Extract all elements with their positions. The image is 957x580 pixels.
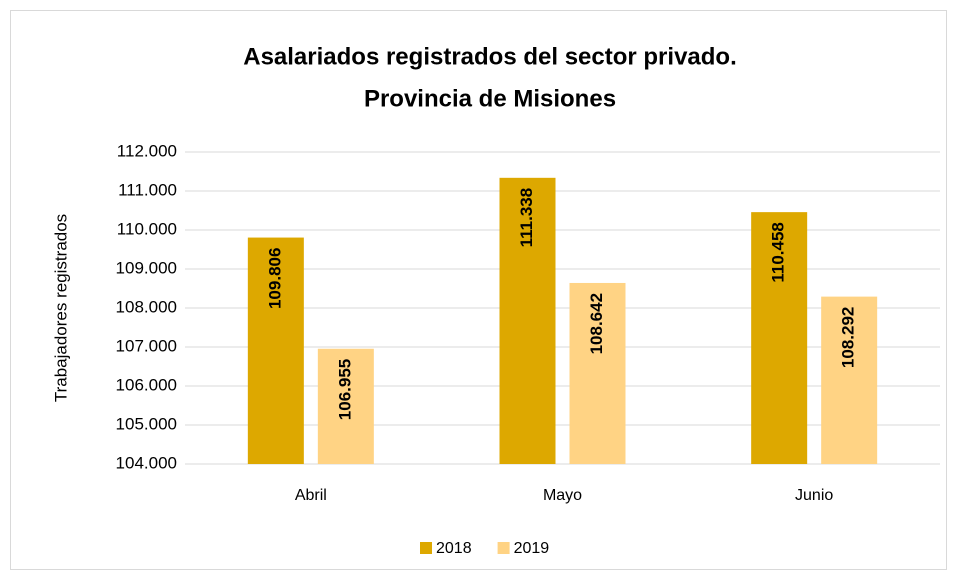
bar [569,282,626,464]
x-tick-label: Junio [795,487,833,504]
y-tick-label: 109.000 [116,258,177,277]
legend-swatch [497,542,510,554]
y-tick-label: 108.000 [116,297,177,316]
bar [751,212,808,464]
y-tick-label: 110.000 [117,219,177,238]
y-tick-label: 107.000 [116,336,177,355]
bar [821,296,878,464]
data-label: 111.338 [517,188,536,248]
data-label: 109.806 [265,248,284,309]
x-tick-label: Mayo [543,487,582,504]
data-label: 110.458 [769,222,788,283]
bar [499,177,556,464]
y-tick-label: 105.000 [116,414,177,433]
x-tick-label: Abril [295,487,327,504]
legend-label: 2018 [436,540,472,557]
y-tick-label: 111.000 [118,180,177,199]
y-tick-label: 104.000 [116,453,177,472]
y-tick-label: 106.000 [116,375,177,394]
y-axis-label: Trabajadores registrados [51,214,70,402]
legend-label: 2019 [514,540,550,557]
data-label: 108.642 [587,293,606,354]
bar [317,348,374,464]
bar [247,237,304,464]
legend-swatch [420,542,432,554]
data-label: 108.292 [839,307,858,368]
data-label: 106.955 [335,359,354,420]
chart-title: Asalariados registrados del sector priva… [243,43,737,70]
y-tick-label: 112.000 [117,141,177,160]
chart-title: Provincia de Misiones [364,85,616,112]
